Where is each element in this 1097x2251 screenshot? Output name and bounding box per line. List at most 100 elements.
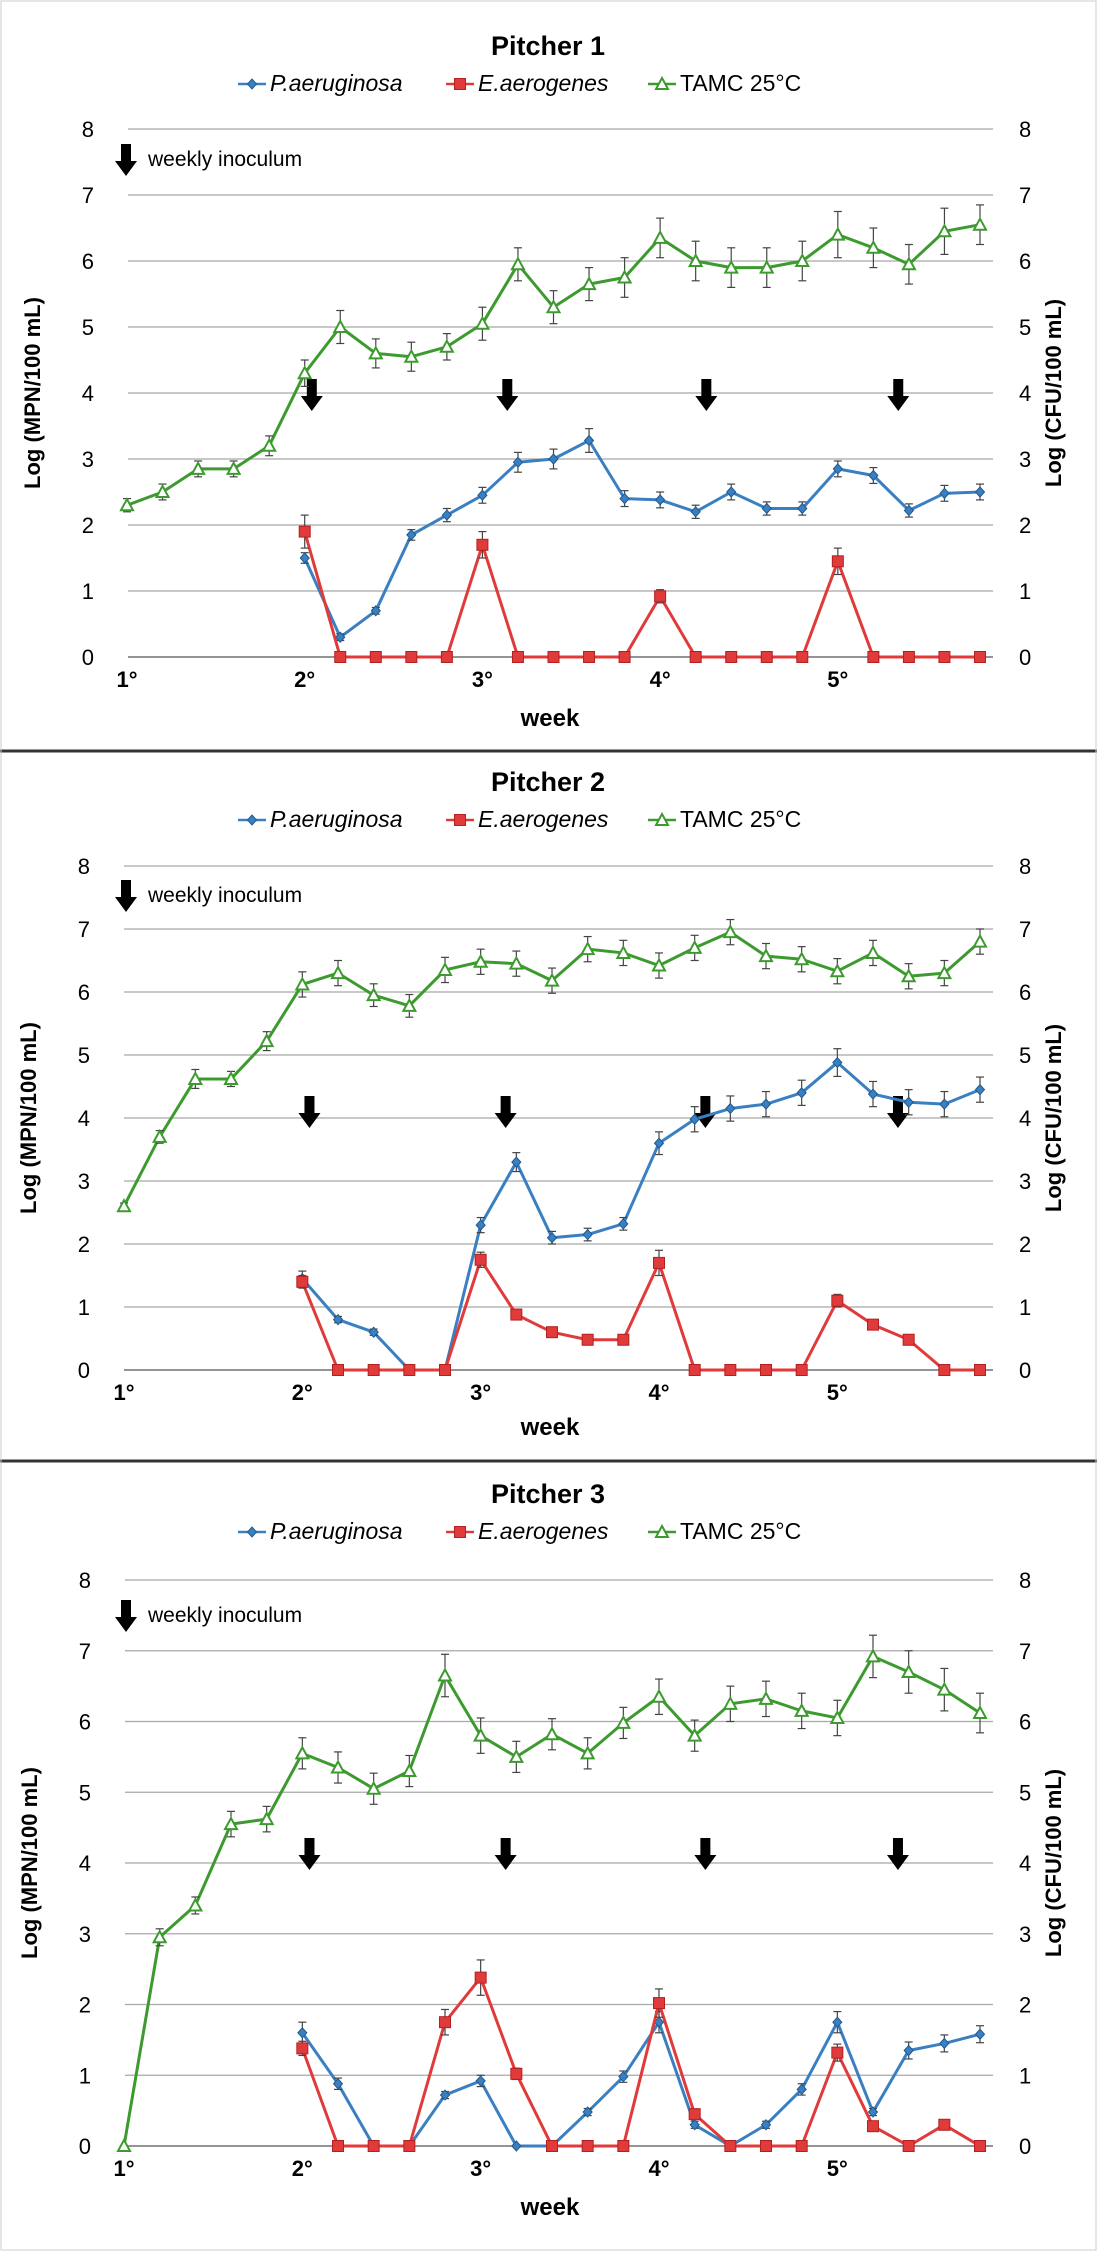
inoculum-arrow-icon: [298, 1096, 321, 1128]
data-point: [368, 1326, 379, 1338]
x-tick-label: 1°: [116, 667, 137, 692]
data-point: [296, 2042, 309, 2055]
data-point: [617, 1333, 630, 1346]
x-tick-label: 5°: [827, 667, 848, 692]
data-point: [548, 453, 559, 465]
data-point: [686, 939, 703, 954]
y-tick-label-left: 8: [78, 854, 90, 879]
data-point: [793, 1702, 810, 1717]
y-tick-label-right: 0: [1019, 2134, 1031, 2159]
y-tick-label-left: 3: [79, 1922, 91, 1947]
data-point: [335, 631, 346, 643]
series-ea: [296, 1959, 986, 2152]
data-point: [369, 651, 382, 663]
data-point: [546, 1326, 558, 1339]
x-tick-label: 1°: [113, 1380, 134, 1405]
data-point: [116, 1198, 132, 1213]
data-point: [865, 239, 882, 254]
legend-pa: P.aeruginosa: [238, 70, 403, 96]
legend-marker: [246, 1526, 258, 1538]
legend-arrow-icon: [115, 880, 137, 912]
data-point: [653, 1137, 665, 1149]
data-point: [437, 961, 453, 976]
legend-ea: E.aerogenes: [446, 70, 609, 96]
legend-pa: P.aeruginosa: [238, 806, 403, 832]
y-tick-label-left: 6: [78, 980, 90, 1005]
y-tick-label-right: 8: [1019, 854, 1031, 879]
y-tick-label-left: 5: [79, 1780, 91, 1805]
legend-label: TAMC 25°C: [680, 70, 801, 96]
data-point: [187, 1070, 204, 1085]
chart-title: Pitcher 3: [491, 1479, 605, 1509]
data-point: [583, 651, 596, 663]
y-tick-label-right: 6: [1019, 980, 1031, 1005]
data-point: [867, 651, 880, 663]
data-point: [474, 1971, 487, 1984]
data-point: [758, 1690, 774, 1705]
x-tick-label: 2°: [294, 667, 315, 692]
inoculum-arrow-icon: [695, 379, 718, 411]
data-point: [616, 269, 633, 284]
data-point: [651, 957, 667, 972]
data-point: [652, 229, 668, 244]
inoculum-arrow-icon: [886, 1096, 909, 1128]
legend-marker: [654, 811, 670, 826]
series-tamc: [116, 918, 988, 1213]
data-point: [367, 1364, 380, 1376]
y-tick-label-left: 8: [82, 117, 94, 142]
data-point: [332, 318, 348, 333]
data-point: [615, 944, 632, 959]
chart-panel-1: Pitcher 1 P.aeruginosa E.aerogenes TAMC 25°…: [20, 31, 1066, 732]
legend-arrow-icon: [115, 1600, 137, 1632]
inoculum-arrow-icon: [494, 1096, 517, 1128]
y-tick-label-right: 6: [1019, 1710, 1031, 1735]
data-point: [689, 2119, 700, 2131]
data-point: [829, 963, 846, 978]
data-point: [151, 1128, 168, 1143]
data-point: [900, 1663, 917, 1678]
data-point: [938, 1364, 951, 1376]
y-tick-label-left: 8: [79, 1568, 91, 1593]
data-point: [615, 1714, 632, 1729]
data-point: [475, 1219, 486, 1231]
y-tick-label-left: 0: [82, 645, 94, 670]
legend-label: P.aeruginosa: [270, 70, 403, 96]
series-line: [303, 439, 981, 639]
chart-panel-3: Pitcher 3 P.aeruginosa E.aerogenes TAMC 25°…: [17, 1479, 1066, 2221]
y-tick-label-left: 2: [79, 1993, 91, 2018]
data-point: [508, 955, 525, 970]
y-tick-label-right: 7: [1019, 1639, 1031, 1664]
legend-label: E.aerogenes: [478, 806, 609, 832]
data-point: [582, 1228, 593, 1241]
data-point: [154, 483, 171, 498]
data-point: [796, 651, 809, 663]
y-tick-label-left: 0: [79, 2134, 91, 2159]
data-point: [972, 216, 988, 231]
data-point: [972, 1704, 988, 1720]
series-line: [301, 2020, 981, 2148]
y-tick-label-right: 8: [1019, 117, 1031, 142]
y-tick-label-right: 5: [1019, 1780, 1031, 1805]
legend-tamc: TAMC 25°C: [648, 1518, 801, 1544]
data-point: [867, 2120, 879, 2133]
data-point: [654, 590, 667, 603]
data-point: [902, 2140, 915, 2152]
y-tick-label-left: 6: [79, 1710, 91, 1735]
data-point: [688, 1364, 701, 1376]
y-tick-label-right: 1: [1019, 1295, 1031, 1320]
y-tick-label-right: 1: [1019, 2063, 1031, 2088]
data-point: [974, 2028, 986, 2040]
legend-label: E.aerogenes: [478, 70, 609, 96]
data-point: [690, 506, 701, 518]
data-point: [831, 555, 844, 568]
x-tick-label: 5°: [827, 2156, 848, 2181]
data-point: [653, 1997, 665, 2010]
data-point: [900, 968, 917, 983]
y-tick-label-right: 3: [1019, 1922, 1031, 1947]
legend-label: P.aeruginosa: [270, 1518, 403, 1544]
data-point: [831, 1294, 844, 1307]
legend-ea: E.aerogenes: [446, 1518, 609, 1544]
data-point: [474, 315, 491, 330]
data-point: [365, 1780, 382, 1795]
data-point: [546, 1231, 558, 1244]
